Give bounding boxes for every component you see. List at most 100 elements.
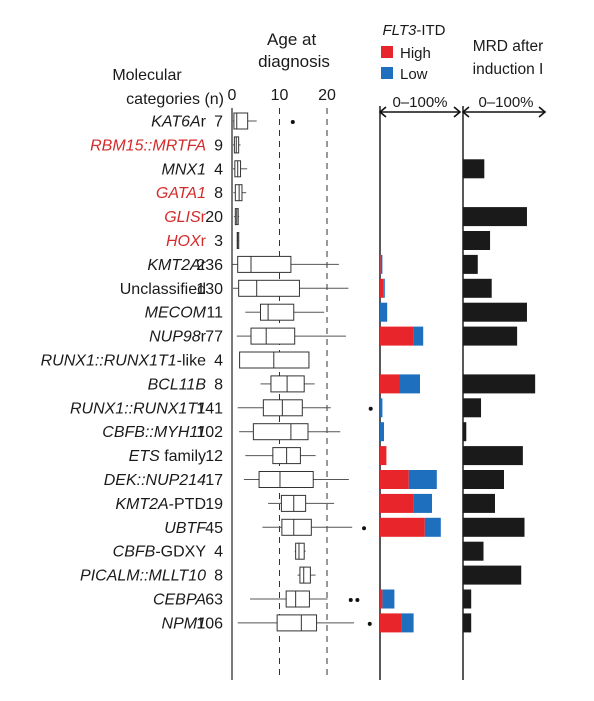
molecular-header-line1: Molecular	[112, 67, 182, 84]
category-gene-bcl11b: BCL11B	[148, 376, 207, 393]
mrd-title-line2: induction I	[473, 61, 544, 78]
flt3-panel-title: FLT3-ITD	[382, 22, 445, 39]
legend-high-swatch	[381, 46, 393, 58]
flt3-legend: High Low	[381, 45, 431, 83]
flt3-title-gene: FLT3	[382, 22, 417, 39]
mrd-bar-runx1-runx1t1	[463, 398, 482, 418]
category-gene-hoxr: HOX	[166, 233, 202, 250]
flt3-itd-panel	[378, 106, 462, 680]
boxplot-bcl11b	[260, 375, 315, 393]
category-suffix-nup98r: r	[201, 329, 207, 346]
age-tick-label-20: 20	[318, 87, 336, 104]
flt3-high-bar-nup98r	[380, 326, 414, 346]
flt3-low-bar-kmt2a-ptd	[413, 493, 432, 513]
boxplot-cebpa	[250, 590, 360, 608]
category-gene-cebpa: CEBPA	[153, 592, 206, 609]
mrd-bar-nup98r	[463, 326, 518, 346]
mrd-bar-dek-nup214	[463, 470, 504, 489]
category-gene-gata1: GATA1	[156, 185, 206, 202]
boxplot-npm1	[237, 614, 372, 632]
category-label-runx1-runx1t1: RUNX1::RUNX1T1	[70, 400, 206, 417]
outlier-cebpa-0	[348, 598, 353, 602]
flt3-high-bar-dek-nup214	[380, 470, 409, 489]
boxplot-kmt2ar	[232, 255, 339, 273]
boxplot-mecom	[245, 303, 325, 321]
category-label-nup98r: NUP98r	[149, 329, 207, 346]
box-cbfb-myh11	[252, 423, 309, 441]
age-tick-label-10: 10	[271, 87, 289, 104]
boxplot-kmt2a-ptd	[268, 494, 335, 512]
category-gene-picalm-mllt10: PICALM::MLLT10	[80, 568, 206, 585]
category-gene-kmt2a-ptd: KMT2A	[115, 496, 168, 513]
boxplot-mnx1	[232, 160, 248, 178]
flt3-low-bar-mecom	[380, 302, 388, 322]
outlier-kat6ar-0	[290, 120, 295, 124]
category-gene-ets-family: ETS	[129, 448, 160, 465]
category-suffix-kmt2a-ptd: -PTD	[169, 496, 206, 513]
category-label-npm1: NPM1	[162, 615, 206, 632]
category-n-rbm15-mrtfa: 9	[214, 137, 223, 154]
boxplot-unclassified	[232, 279, 349, 297]
mrd-bar-ubtf	[463, 517, 525, 537]
flt3-low-bar-cebpa	[382, 589, 395, 609]
category-n-mecom: 11	[206, 305, 223, 322]
flt3-low-bar-runx1-runx1t1	[380, 398, 383, 418]
flt3-low-bar-npm1	[401, 613, 414, 633]
box-kmt2ar	[237, 255, 292, 273]
category-label-glisr: GLISr	[164, 209, 206, 226]
category-gene-nup98r: NUP98	[149, 329, 201, 346]
flt3-high-bar-kmt2a-ptd	[380, 493, 414, 513]
category-label-picalm-mllt10: PICALM::MLLT10	[80, 568, 206, 585]
category-n-ets-family: 12	[205, 448, 223, 465]
category-label-gata1: GATA1	[156, 185, 206, 202]
age-tick-label-0: 0	[228, 87, 237, 104]
age-title-line1: Age at	[267, 30, 316, 49]
mrd-bar-glisr	[463, 207, 527, 227]
outlier-cebpa-1	[355, 598, 360, 602]
boxplot-rbm15-mrtfa	[232, 136, 241, 154]
category-n-unclassified: 130	[196, 281, 223, 298]
category-suffix-kat6ar: r	[201, 114, 207, 131]
mrd-bar-mecom	[463, 302, 527, 322]
category-suffix-glisr: r	[201, 209, 207, 226]
mrd-arrow-right-head	[538, 106, 547, 118]
mrd-bar-kmt2a-ptd	[463, 493, 495, 513]
outlier-ubtf-0	[362, 526, 367, 531]
category-label-dek-nup214: DEK::NUP214	[104, 472, 206, 489]
category-label-kmt2ar: KMT2Ar	[147, 257, 206, 274]
flt3-high-bar-kmt2ar	[380, 254, 381, 274]
category-gene-npm1: NPM1	[162, 615, 206, 632]
category-label-runx1-runx1t1-like: RUNX1::RUNX1T1-like	[41, 353, 206, 370]
boxplot-gata1	[233, 184, 247, 202]
category-gene-cbfb-gdxy: CBFB	[113, 544, 156, 561]
box-dek-nup214	[258, 471, 314, 488]
box-mecom	[260, 303, 295, 321]
category-suffix-kmt2ar: r	[201, 257, 207, 274]
flt3-high-bar-ets-family	[380, 446, 387, 466]
boxplot-glisr	[233, 208, 240, 226]
category-gene-mnx1: MNX1	[162, 161, 206, 178]
category-n-mnx1: 4	[214, 161, 223, 178]
flt3-high-bar-unclassified	[380, 278, 384, 298]
category-n-nup98r: 77	[205, 329, 223, 346]
category-n-gata1: 8	[214, 185, 223, 202]
category-gene-kmt2ar: KMT2A	[147, 257, 200, 274]
category-n-hoxr: 3	[214, 233, 223, 250]
category-suffix-cbfb-gdxy: -GDXY	[155, 544, 206, 561]
box-cbfb-gdxy	[295, 542, 305, 560]
category-n-dek-nup214: 17	[205, 472, 223, 489]
boxplot-ets-family	[245, 447, 316, 465]
box-picalm-mllt10	[299, 566, 311, 584]
category-n-npm1: 106	[196, 615, 223, 632]
category-n-runx1-runx1t1: 141	[196, 400, 223, 417]
category-gene-rbm15-mrtfa: RBM15::MRTFA	[90, 137, 206, 154]
category-n-runx1-runx1t1-like: 4	[214, 353, 223, 370]
category-n-kat6ar: 7	[214, 114, 223, 131]
flt3-low-bar-cbfb-myh11	[380, 422, 384, 442]
legend-low-swatch	[381, 67, 393, 79]
age-title-line2: diagnosis	[258, 52, 330, 71]
mrd-bar-hoxr	[463, 231, 491, 250]
category-gene-mecom: MECOM	[145, 305, 207, 322]
legend-high-label: High	[400, 45, 431, 62]
